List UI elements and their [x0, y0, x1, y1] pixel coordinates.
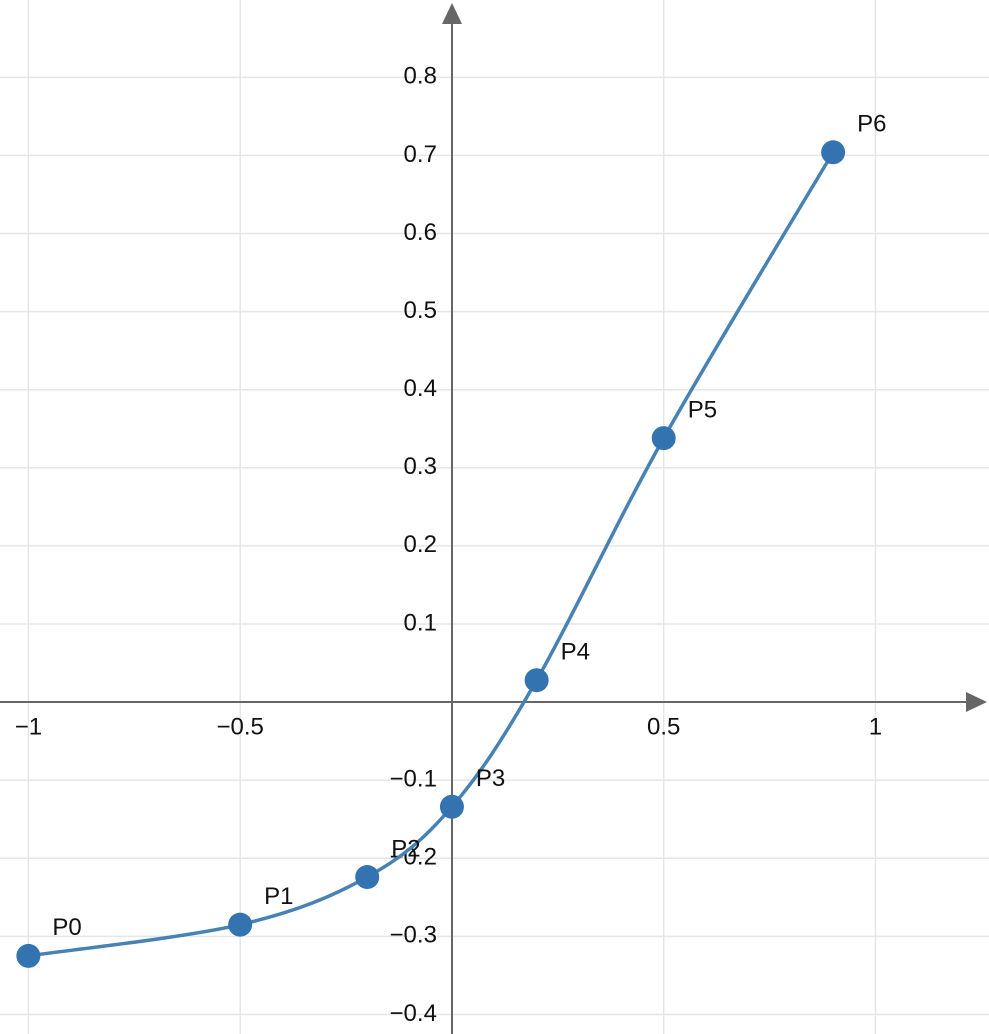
point — [821, 140, 846, 165]
point-label: P0 — [52, 914, 81, 941]
point — [524, 668, 549, 693]
point-label: P4 — [561, 639, 590, 666]
y-tick-label: 0.1 — [404, 609, 437, 636]
y-tick-label: −0.4 — [390, 1000, 437, 1027]
point — [228, 912, 253, 937]
y-tick-label: 0.7 — [404, 141, 437, 168]
point — [651, 426, 676, 451]
y-tick-label: 0.6 — [404, 219, 437, 246]
x-tick-label: −1 — [15, 713, 42, 740]
y-tick-label: 0.8 — [404, 63, 437, 90]
y-tick-label: 0.2 — [404, 531, 437, 558]
point-label: P5 — [688, 396, 717, 423]
point-label: P3 — [476, 765, 505, 792]
y-axis-arrow — [442, 3, 462, 24]
point — [16, 943, 41, 968]
point-label: P6 — [857, 111, 886, 138]
y-tick-label: 0.5 — [404, 297, 437, 324]
y-tick-label: 0.4 — [404, 375, 437, 402]
x-tick-label: 0.5 — [647, 713, 680, 740]
point — [355, 865, 380, 890]
x-tick-label: 1 — [869, 713, 882, 740]
point-label: P2 — [391, 835, 420, 862]
point — [439, 794, 464, 819]
y-tick-label: −0.1 — [390, 766, 437, 793]
y-tick-label: 0.3 — [404, 453, 437, 480]
point-label: P1 — [264, 883, 293, 910]
x-tick-label: −0.5 — [216, 713, 263, 740]
x-axis-arrow — [966, 692, 987, 712]
y-tick-label: −0.3 — [390, 922, 437, 949]
